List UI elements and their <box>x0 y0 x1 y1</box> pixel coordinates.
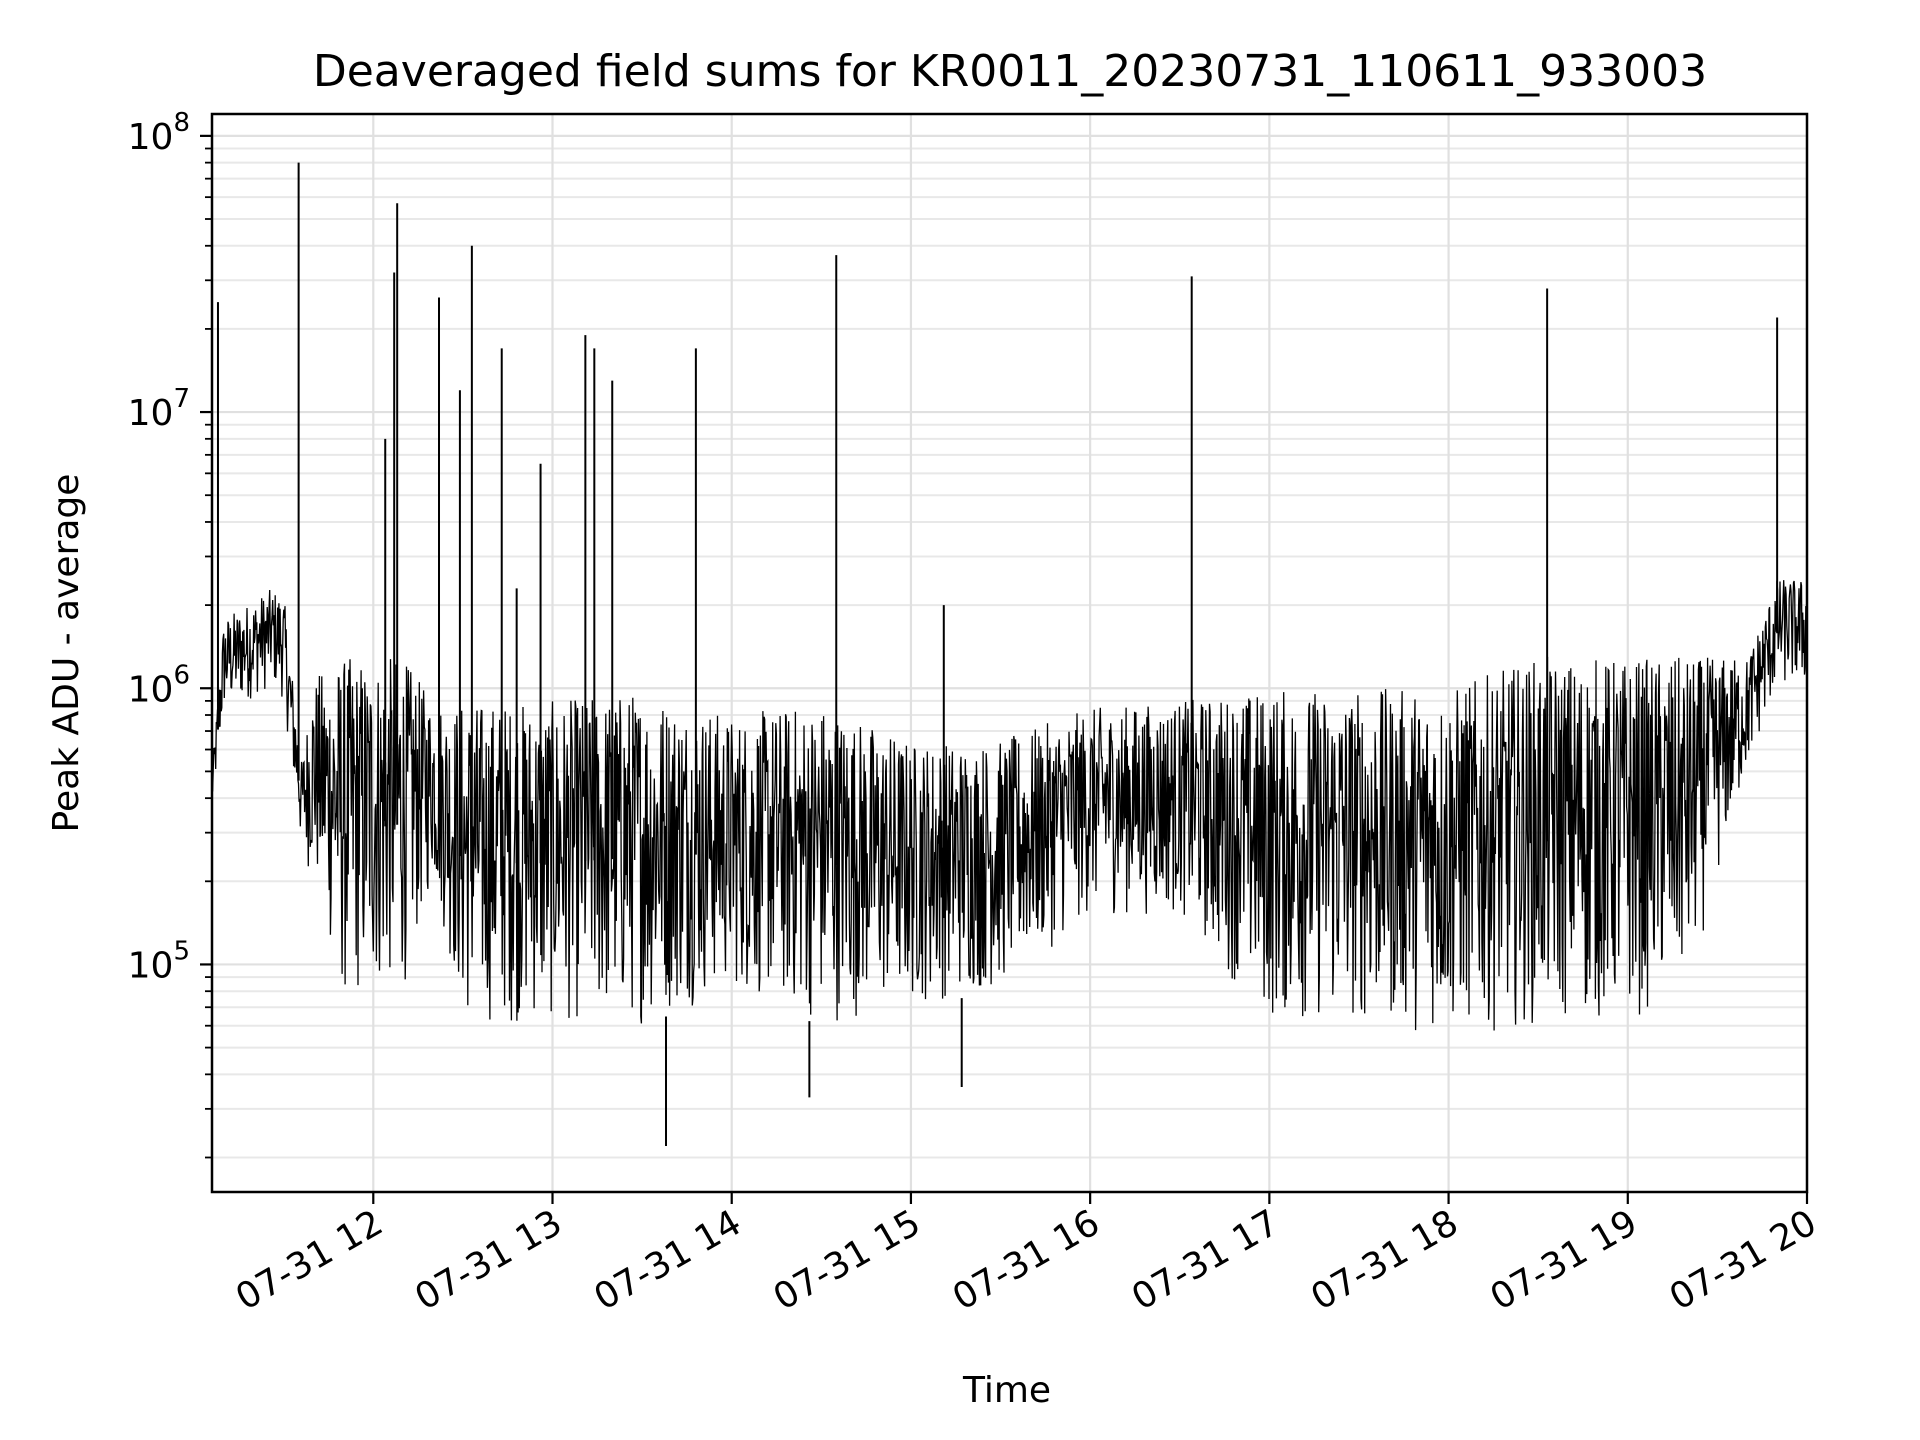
series-line <box>211 580 1808 1031</box>
y-tick-label: 107 <box>128 384 190 434</box>
plot-area <box>211 162 1808 1147</box>
axes-frame <box>210 112 1809 1194</box>
x-axis-label: Time <box>962 1370 1051 1411</box>
y-axis-label: Peak ADU - average <box>46 474 87 833</box>
y-tick-label: 108 <box>128 108 190 158</box>
y-tick-label: 106 <box>128 660 190 710</box>
y-tick-label: 105 <box>128 936 190 986</box>
y-axis: 105 106 107 108 <box>128 108 212 1159</box>
chart-title: Deaveraged field sums for KR0011_2023073… <box>313 46 1707 97</box>
